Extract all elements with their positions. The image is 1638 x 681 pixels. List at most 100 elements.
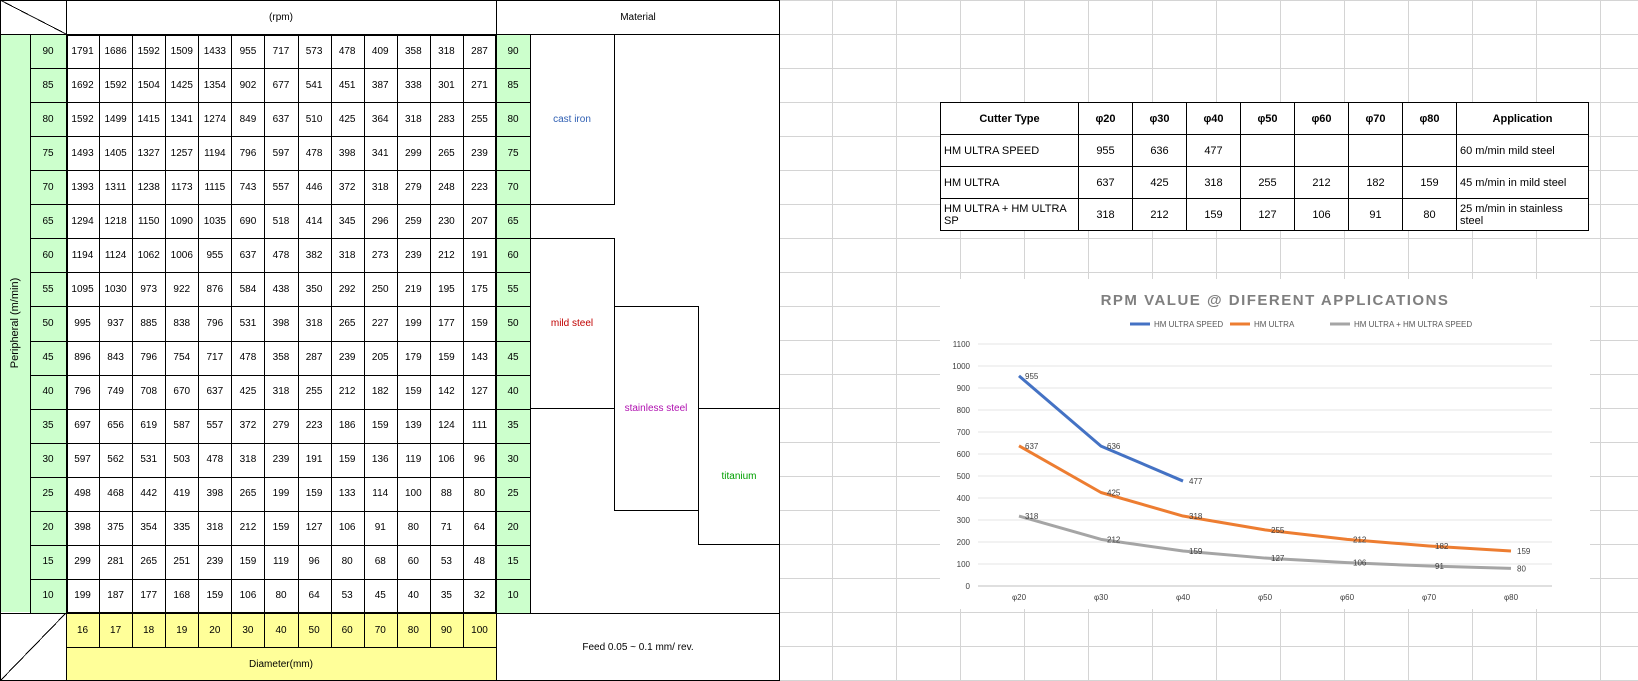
rpm-value-cell[interactable]: 265 [438,147,455,159]
rpm-value-cell[interactable]: 100 [404,488,422,500]
rpm-value-cell[interactable]: 358 [272,352,290,364]
rpm-value-cell[interactable]: 1095 [71,283,94,295]
cutter-type-cell[interactable]: HM ULTRA + HM ULTRA SP [940,198,1079,231]
rpm-value-cell[interactable]: 205 [371,352,389,364]
speed-cell[interactable]: 90 [496,34,530,69]
rpm-value-cell[interactable]: 159 [239,556,257,568]
diameter-cell[interactable]: 19 [165,613,199,647]
rpm-value-cell[interactable]: 239 [206,556,224,568]
speed-cell[interactable]: 40 [30,374,66,409]
application-cell[interactable]: 25 m/min in stainless steel [1456,198,1589,231]
rpm-value-cell[interactable]: 124 [438,420,455,432]
rpm-value-cell[interactable]: 557 [272,181,290,193]
speed-cell[interactable]: 70 [30,170,66,205]
diameter-cell[interactable]: 60 [330,613,364,647]
rpm-value-cell[interactable]: 301 [438,79,455,91]
rpm-value-cell[interactable]: 398 [206,488,224,500]
rpm-value-cell[interactable]: 199 [404,317,422,329]
rpm-value-cell[interactable]: 375 [107,522,124,534]
rpm-value-cell[interactable]: 419 [173,488,191,500]
phi70-header[interactable]: φ70 [1348,102,1403,135]
diameter-cell[interactable]: 20 [198,613,232,647]
rpm-value-cell[interactable]: 364 [371,113,389,125]
rpm-value-cell[interactable]: 1194 [71,249,94,261]
rpm-value-cell[interactable]: 1062 [137,249,160,261]
diameter-label-cell[interactable]: Diameter(mm) [66,647,496,681]
rpm-value-cell[interactable]: 80 [341,556,353,568]
rpm-value-cell[interactable]: 239 [404,249,422,261]
phi60-header[interactable]: φ60 [1294,102,1349,135]
rpm-value-cell[interactable]: 318 [438,45,455,57]
diameter-cell[interactable]: 80 [396,613,430,647]
rpm-value-cell[interactable]: 255 [305,386,323,398]
rpm-value-cell[interactable]: 279 [272,420,290,432]
speed-cell[interactable]: 45 [30,340,66,375]
cutter-rpm-cell[interactable]: 318 [1078,198,1133,231]
rpm-value-cell[interactable]: 937 [107,317,124,329]
rpm-value-cell[interactable]: 531 [140,454,158,466]
rpm-value-cell[interactable]: 843 [107,352,124,364]
rpm-value-cell[interactable]: 338 [404,79,422,91]
rpm-value-cell[interactable]: 387 [371,79,389,91]
rpm-value-cell[interactable]: 1030 [104,283,127,295]
cutter-rpm-cell[interactable]: 91 [1348,198,1403,231]
rpm-value-cell[interactable]: 478 [272,249,290,261]
rpm-value-cell[interactable]: 106 [239,590,257,602]
cutter-rpm-cell[interactable]: 159 [1186,198,1241,231]
speed-cell[interactable]: 45 [496,340,530,375]
rpm-value-cell[interactable]: 754 [173,352,191,364]
cutter-rpm-cell[interactable] [1348,134,1403,167]
rpm-value-cell[interactable]: 35 [440,590,452,602]
diameter-cell[interactable]: 40 [264,613,298,647]
rpm-value-cell[interactable]: 168 [173,590,191,602]
rpm-value-cell[interactable]: 159 [305,488,323,500]
rpm-value-cell[interactable]: 796 [206,317,224,329]
speed-cell[interactable]: 75 [30,136,66,171]
speed-cell[interactable]: 65 [30,204,66,239]
rpm-value-cell[interactable]: 573 [305,45,323,57]
speed-cell[interactable]: 15 [496,544,530,579]
rpm-value-cell[interactable]: 1274 [203,113,226,125]
diameter-cell[interactable]: 16 [66,613,100,647]
speed-cell[interactable]: 30 [496,442,530,477]
rpm-value-cell[interactable]: 287 [471,45,488,57]
rpm-value-cell[interactable]: 45 [374,590,386,602]
rpm-value-cell[interactable]: 1592 [104,79,127,91]
cutter-rpm-cell[interactable] [1294,134,1349,167]
rpm-value-cell[interactable]: 212 [239,522,257,534]
rpm-value-cell[interactable]: 230 [438,215,455,227]
cutter-rpm-cell[interactable]: 212 [1294,166,1349,199]
diameter-cell[interactable]: 50 [297,613,331,647]
material-header[interactable]: Material [496,0,780,34]
rpm-value-cell[interactable]: 265 [338,317,356,329]
rpm-value-cell[interactable]: 159 [272,522,290,534]
rpm-value-cell[interactable]: 478 [338,45,356,57]
rpm-value-cell[interactable]: 106 [338,522,356,534]
rpm-value-cell[interactable]: 637 [239,249,257,261]
rpm-value-cell[interactable]: 677 [272,79,290,91]
rpm-value-cell[interactable]: 398 [74,522,91,534]
rpm-value-cell[interactable]: 372 [239,420,257,432]
rpm-value-cell[interactable]: 53 [341,590,353,602]
rpm-chart[interactable]: RPM VALUE @ DIFERENT APPLICATIONS HM ULT… [940,279,1590,609]
speed-cell[interactable]: 70 [496,170,530,205]
rpm-value-cell[interactable]: 133 [338,488,356,500]
rpm-value-cell[interactable]: 1415 [137,113,160,125]
rpm-value-cell[interactable]: 318 [272,386,290,398]
rpm-value-cell[interactable]: 896 [74,352,91,364]
rpm-value-cell[interactable]: 1294 [71,215,94,227]
rpm-value-cell[interactable]: 697 [74,420,91,432]
rpm-value-cell[interactable]: 876 [206,283,224,295]
rpm-value-cell[interactable]: 425 [338,113,356,125]
rpm-value-cell[interactable]: 1341 [170,113,193,125]
rpm-value-cell[interactable]: 80 [473,488,486,500]
speed-cell[interactable]: 10 [30,578,66,613]
rpm-value-cell[interactable]: 318 [305,317,323,329]
rpm-value-cell[interactable]: 541 [305,79,323,91]
speed-cell[interactable]: 10 [496,578,530,613]
rpm-value-cell[interactable]: 1257 [170,147,193,159]
cutter-rpm-cell[interactable]: 80 [1402,198,1457,231]
rpm-value-cell[interactable]: 177 [140,590,158,602]
rpm-value-cell[interactable]: 71 [440,522,452,534]
rpm-value-cell[interactable]: 1035 [203,215,226,227]
